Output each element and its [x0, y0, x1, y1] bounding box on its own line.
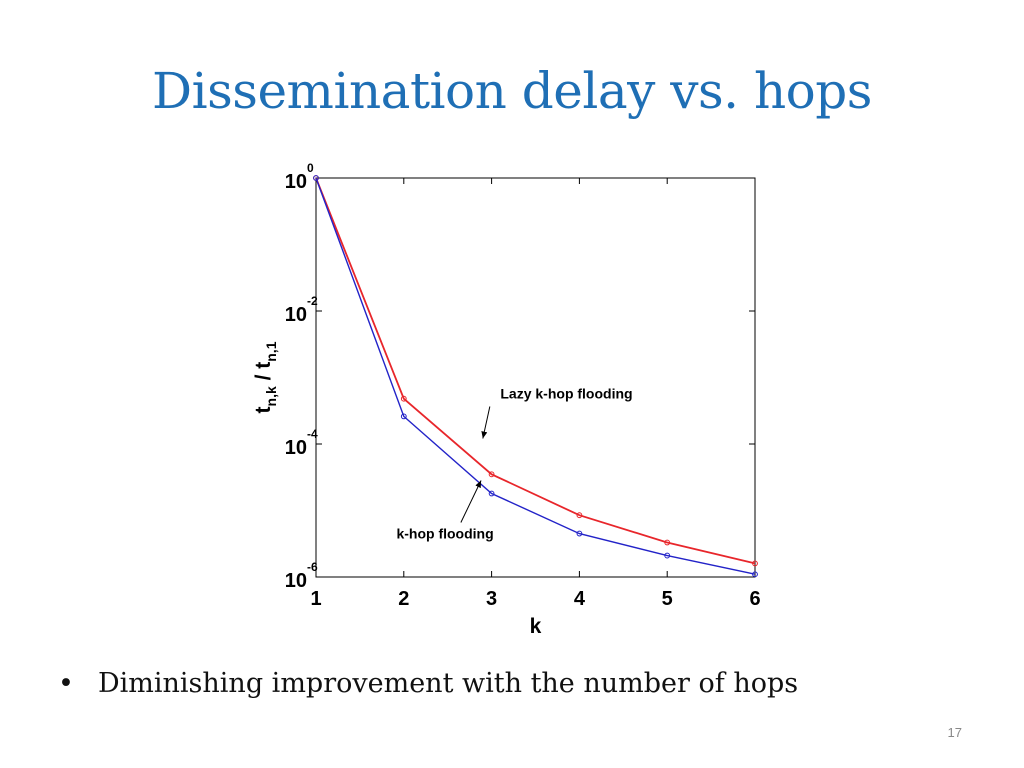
slide-title: Dissemination delay vs. hops: [152, 62, 872, 120]
bullet-item: • Diminishing improvement with the number…: [58, 668, 798, 699]
page-number: 17: [947, 725, 962, 740]
series-layer: [313, 175, 758, 578]
series-point: [488, 471, 495, 478]
series-point: [664, 552, 671, 559]
y-axis-label-main2: t: [252, 362, 275, 369]
series-line: [315, 177, 756, 565]
annotation-k-hop-flooding: k-hop flooding: [396, 526, 493, 542]
y-tick-exponent: 0: [307, 161, 314, 175]
x-tick-label: 2: [398, 588, 409, 610]
bullet-text: Diminishing improvement with the number …: [98, 668, 799, 699]
y-axis-label-sub1: n,k: [263, 386, 279, 406]
series-point: [664, 539, 671, 546]
axis-ticks: [315, 177, 756, 578]
series-point: [488, 490, 495, 497]
bullet-dot: •: [58, 668, 74, 699]
series-k-hop-flooding: [313, 175, 758, 578]
x-axis-label: k: [530, 615, 542, 638]
series-point: [400, 413, 407, 420]
y-tick-exponent: -4: [307, 427, 318, 441]
series-point: [752, 560, 758, 567]
x-tick-labels: 1 2 3 4 5 6: [310, 588, 760, 610]
y-axis-label-main1: t: [252, 406, 275, 413]
series-point: [576, 530, 583, 537]
series-point: [313, 175, 319, 181]
y-axis-label: tn,k / tn,1: [252, 341, 279, 413]
series-line: [315, 177, 756, 575]
x-tick-label: 3: [486, 588, 497, 610]
y-tick-base: 10: [285, 570, 307, 592]
y-tick-label: 100: [285, 161, 314, 193]
plot-frame: [315, 177, 756, 578]
series-point: [400, 395, 407, 402]
annotation-layer: Lazy k-hop flooding k-hop flooding: [396, 386, 632, 542]
y-tick-label: 10-6: [285, 560, 318, 592]
y-tick-exponent: -6: [307, 560, 318, 574]
x-tick-label: 6: [749, 588, 760, 610]
annotation-arrow-lazy: [481, 406, 491, 439]
y-tick-exponent: -2: [307, 294, 318, 308]
annotation-lazy-k-hop-flooding: Lazy k-hop flooding: [500, 386, 632, 402]
y-tick-label: 10-4: [285, 427, 318, 459]
y-tick-base: 10: [285, 304, 307, 326]
annotation-arrow-k-hop: [460, 480, 482, 523]
y-tick-label: 10-2: [285, 294, 318, 326]
series-lazy-k-hop-flooding: [313, 175, 758, 567]
y-axis-label-sub2: n,1: [263, 341, 279, 361]
y-tick-base: 10: [285, 437, 307, 459]
y-tick-base: 10: [285, 171, 307, 193]
series-point: [576, 512, 583, 519]
y-axis-label-sep: /: [252, 369, 275, 387]
x-tick-label: 5: [662, 588, 673, 610]
x-tick-label: 1: [310, 588, 321, 610]
x-tick-label: 4: [574, 588, 586, 610]
series-point: [752, 571, 758, 578]
